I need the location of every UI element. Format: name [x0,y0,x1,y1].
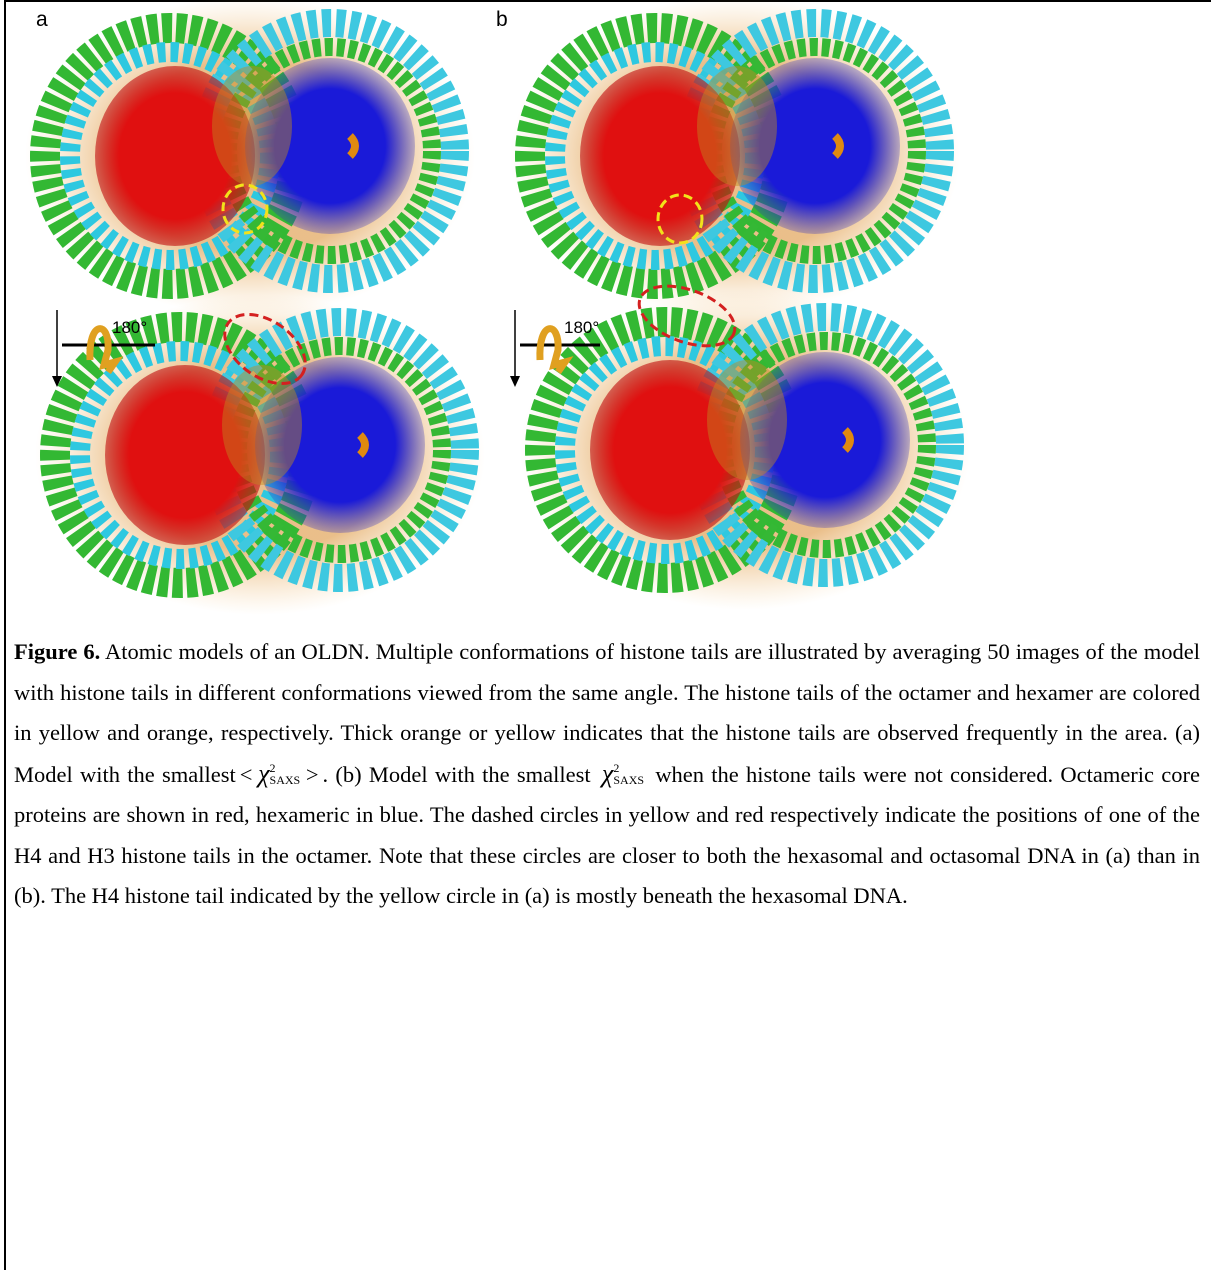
panel-label: a [36,8,48,31]
math-symbol: χ [602,759,613,788]
rotation-label: 180° [112,318,147,337]
page: {"figure": {"panels": ["a", "b"], "rotat… [0,0,1211,1270]
model-image [25,0,475,316]
math-sub: SAXS [613,774,644,786]
math-bracket: > [306,762,319,787]
math-sub: SAXS [270,774,301,786]
math-bracket: < [240,762,253,787]
figure-images: a b 180° 180° [0,0,1211,640]
caption: Figure 6. Atomic models of an OLDN. Mult… [14,632,1200,917]
model-image [510,0,960,316]
caption-text: . (b) Model with the smallest [323,762,591,787]
caption-label: Figure 6. [14,639,100,664]
model-image [35,295,485,615]
math-symbol: χ [258,759,269,788]
panel-label: b [496,8,508,31]
model-image [520,290,970,610]
rotation-label: 180° [564,318,599,337]
